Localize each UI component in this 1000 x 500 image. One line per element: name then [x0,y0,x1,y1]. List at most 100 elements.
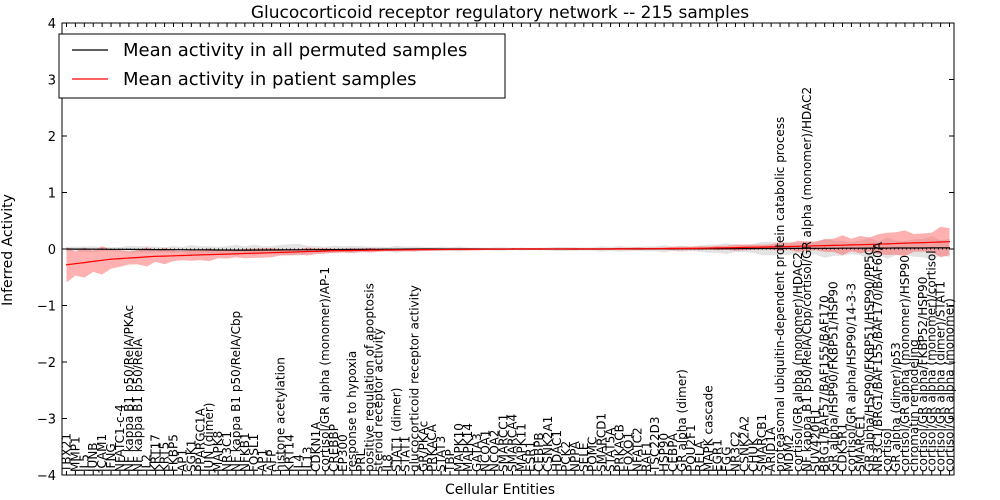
xtick-label-47: NCOA1 [479,430,493,472]
permuted-point-96 [922,247,924,249]
patient-point-32 [351,249,353,252]
ytick-label-4: 4 [48,17,56,32]
patient-point-42 [440,248,442,251]
patient-point-29 [324,250,326,252]
patient-point-47 [485,248,487,250]
xtick-label-28: CDKN1A [309,421,323,472]
xtick-label-76: CSNK2A2 [737,416,751,472]
permuted-point-20 [244,249,246,251]
patient-point-76 [743,246,745,249]
patient-point-61 [609,248,612,250]
permuted-point-88 [850,247,853,249]
patient-point-98 [940,241,942,243]
xtick-label-67: HSP90 [657,433,671,472]
patient-mean-line [66,241,950,266]
xtick-label-19: NF kappa B1 p50/RelA/Cbp [229,311,243,472]
patient-point-20 [244,252,246,255]
permuted-point-29 [324,249,326,251]
patient-point-22 [262,252,264,254]
xtick-label-6: NFATC1-c-4 [113,404,127,472]
permuted-point-82 [797,247,799,249]
permuted-point-92 [886,247,888,249]
patient-point-1 [74,263,76,265]
patient-point-8 [137,256,139,259]
permuted-point-17 [217,249,219,251]
xtick-label-74: FGG [720,447,734,473]
patient-point-24 [279,251,282,253]
xtick-label-58: SELE [577,443,591,472]
permuted-point-98 [940,247,942,249]
ytick-label-3: 3 [48,74,56,89]
x-axis-label: Cellular Entities [445,482,555,498]
patient-point-16 [208,254,210,256]
permuted-point-5 [110,248,112,250]
xtick-label-84: SUV420H1 [809,408,823,472]
permuted-point-86 [832,247,835,249]
patient-point-52 [529,248,531,250]
patient-point-48 [494,248,496,250]
patient-point-0 [65,264,68,266]
patient-band [66,226,950,283]
patient-point-19 [235,253,237,255]
patient-point-27 [306,250,308,253]
xtick-label-35: steroid receptor activity [372,328,386,472]
xtick-label-52: ESR1 [523,441,537,472]
permuted-point-8 [137,248,139,251]
patient-point-93 [895,242,897,245]
ytick-label--4: −4 [37,469,56,484]
xtick-label-21: FOSL1 [247,434,261,472]
permuted-point-77 [752,247,754,250]
xtick-label-50: SMARCA4 [506,414,520,472]
xtick-label-88: cortisol/GR alpha/HSP90/14-3-3 [844,283,858,472]
y-tick-labels: −4 −3 −2 −1 0 1 2 3 4 [37,17,954,484]
patient-point-71 [699,247,701,249]
xtick-label-5: IFNG [104,443,118,472]
patient-point-81 [788,245,790,248]
xtick-label-64: NFATC2 [630,427,644,472]
patient-point-78 [761,246,763,248]
patient-point-67 [663,248,665,250]
patient-point-7 [128,257,130,259]
patient-point-59 [592,248,594,250]
patient-point-34 [369,249,371,251]
xtick-label-77: CHUK [746,437,760,472]
permuted-point-95 [913,247,915,249]
patient-point-90 [868,243,870,246]
xtick-label-48: NCOA2 [488,430,502,472]
permuted-point-16 [208,249,210,251]
xtick-label-90: GR alpha/HSP90/FKBP51/HSP90/PP5C [862,247,876,472]
xtick-label-11: KRT5 [158,442,172,472]
xtick-label-51: MAPK11 [514,423,528,472]
patient-point-54 [547,248,549,250]
patient-point-95 [913,242,915,244]
xtick-label-59: POMC [586,437,600,472]
xtick-label-7: NF kappa B1 p50/RelA/PKAc [122,305,136,472]
permuted-point-80 [779,247,781,250]
ytick-label--2: −2 [37,356,56,371]
patient-point-12 [172,255,175,257]
permuted-point-15 [199,249,201,251]
patient-point-21 [253,252,255,254]
xtick-label-69: GR alpha (dimer) [675,369,689,472]
legend-box [58,33,506,99]
xtick-label-57: NPPA [568,440,582,472]
xtick-label-32: response to hypoxia [345,351,359,472]
patient-point-2 [83,261,85,264]
permuted-point-83 [806,247,808,249]
xtick-label-42: STAT3 [434,436,448,472]
xtick-label-12: FKBP5 [167,434,181,472]
permuted-point-84 [815,247,817,249]
patient-point-85 [824,245,826,247]
patient-point-66 [654,248,656,250]
xtick-label-79: ARID1A [764,426,778,472]
xtick-label-94: cortisol/GR alpha (monomer)/HSP90 [898,255,912,472]
patient-point-57 [574,248,576,250]
permuted-point-94 [904,247,906,249]
xtick-label-26: IL4 [291,454,305,472]
patient-point-87 [841,244,844,246]
title-group: Glucocorticoid receptor regulatory netwo… [251,3,749,23]
xtick-label-78: SMARCB1 [755,414,769,472]
permuted-point-85 [824,247,826,249]
patient-point-84 [815,245,817,247]
